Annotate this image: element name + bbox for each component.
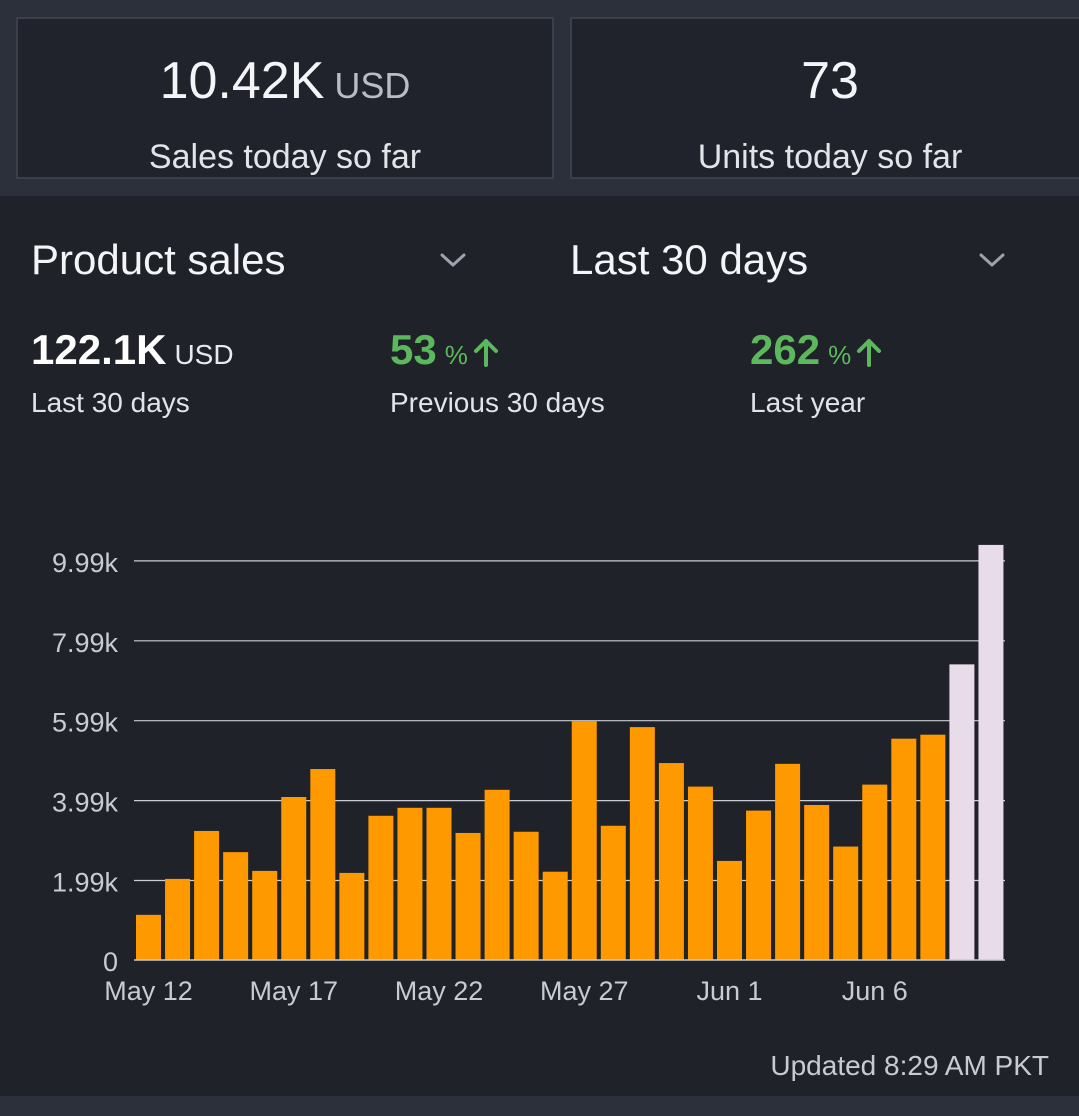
bar-may-24[interactable]: [484, 789, 510, 960]
stat-previous-label: Previous 30 days: [390, 387, 605, 418]
bar-jun-8[interactable]: [920, 734, 946, 960]
y-tick-label: 5.99k: [52, 708, 119, 738]
stat-last-year: 262% Last year: [750, 324, 883, 421]
sales-today-value: 10.42K USD: [18, 51, 552, 116]
bar-may-27[interactable]: [571, 721, 597, 960]
sales-bar-chart: 0 1.99k 3.99k 5.99k 7.99k 9.99k May 12 May 17 Ma…: [52, 544, 1005, 1006]
sales-today-label: Sales today so far: [148, 138, 422, 176]
bar-may-21[interactable]: [397, 807, 423, 960]
sales-today-amount: 10.42K: [159, 52, 325, 110]
bar-may-29[interactable]: [629, 727, 655, 960]
y-tick-label: 9.99k: [52, 548, 119, 578]
stat-total-value-row: 122.1K USD: [31, 324, 234, 381]
y-tick-label: 0: [103, 947, 118, 977]
stat-year-unit: %: [828, 340, 852, 370]
bar-jun-4[interactable]: [804, 804, 830, 960]
bar-may-12[interactable]: [136, 914, 161, 960]
bar-may-23[interactable]: [455, 832, 481, 960]
arrow-up-icon: [857, 338, 882, 367]
bar-may-14[interactable]: [194, 830, 220, 960]
metric-dropdown[interactable]: Product sales: [31, 236, 286, 283]
bar-may-30[interactable]: [658, 763, 684, 960]
y-tick-label: 3.99k: [52, 788, 119, 818]
bar-may-25[interactable]: [513, 831, 539, 960]
bar-may-31[interactable]: [687, 786, 713, 960]
x-tick-label: May 22: [395, 976, 484, 1006]
updated-timestamp: Updated 8:29 AM PKT: [770, 1050, 1049, 1081]
bar-may-15[interactable]: [223, 852, 249, 960]
bar-may-26[interactable]: [542, 871, 568, 960]
bar-jun-10[interactable]: [978, 544, 1004, 960]
kpi-strip: 10.42K USD Sales today so far 73 Units to…: [0, 0, 1079, 196]
chevron-down-icon[interactable]: [972, 240, 1012, 280]
x-tick-label: Jun 6: [842, 976, 908, 1006]
bar-jun-7[interactable]: [891, 738, 917, 960]
x-tick-label: May 12: [104, 976, 193, 1006]
bar-jun-3[interactable]: [775, 763, 801, 960]
bar-may-18[interactable]: [310, 769, 336, 960]
bar-jun-9[interactable]: [949, 664, 975, 960]
bar-jun-5[interactable]: [833, 846, 859, 960]
stat-previous-value: 53: [390, 326, 437, 373]
sales-panel: Product sales Last 30 days 122.1K USD Las…: [0, 196, 1079, 1096]
stat-year-label: Last year: [750, 387, 866, 418]
stat-previous-unit: %: [444, 340, 468, 370]
units-today-value: 73: [801, 52, 859, 110]
bar-may-16[interactable]: [252, 870, 278, 960]
stat-total-unit: USD: [174, 339, 234, 370]
bar-may-28[interactable]: [600, 825, 626, 960]
sales-today-card[interactable]: 10.42K USD Sales today so far: [16, 17, 554, 179]
y-tick-label: 7.99k: [52, 628, 119, 658]
stat-year-value-row: 262%: [750, 324, 883, 381]
x-tick-label: May 17: [249, 976, 338, 1006]
bar-jun-2[interactable]: [746, 810, 772, 960]
x-tick-label: May 27: [540, 976, 629, 1006]
y-tick-label: 1.99k: [52, 867, 119, 897]
stat-previous-period: 53% Previous 30 days: [390, 324, 605, 421]
bar-may-19[interactable]: [339, 872, 365, 960]
stat-previous-value-row: 53%: [390, 324, 605, 381]
bar-jun-6[interactable]: [862, 784, 888, 960]
bar-jun-1[interactable]: [717, 860, 742, 960]
stat-year-value: 262: [750, 326, 821, 373]
stat-total-value: 122.1K: [31, 326, 167, 373]
units-today-card[interactable]: 73 Units today so far: [570, 17, 1079, 179]
bar-may-22[interactable]: [426, 807, 452, 960]
bar-may-17[interactable]: [281, 797, 307, 960]
chevron-down-icon[interactable]: [433, 240, 473, 280]
bar-may-20[interactable]: [368, 815, 394, 960]
bottom-strip: [0, 1096, 1079, 1116]
arrow-up-icon: [473, 338, 498, 367]
stat-total-label: Last 30 days: [31, 387, 190, 418]
sales-today-unit: USD: [334, 65, 411, 106]
units-today-label: Units today so far: [697, 138, 963, 176]
bar-may-13[interactable]: [165, 878, 191, 960]
stat-total: 122.1K USD Last 30 days: [31, 324, 234, 421]
period-dropdown[interactable]: Last 30 days: [570, 236, 809, 283]
x-tick-label: Jun 1: [696, 976, 762, 1006]
